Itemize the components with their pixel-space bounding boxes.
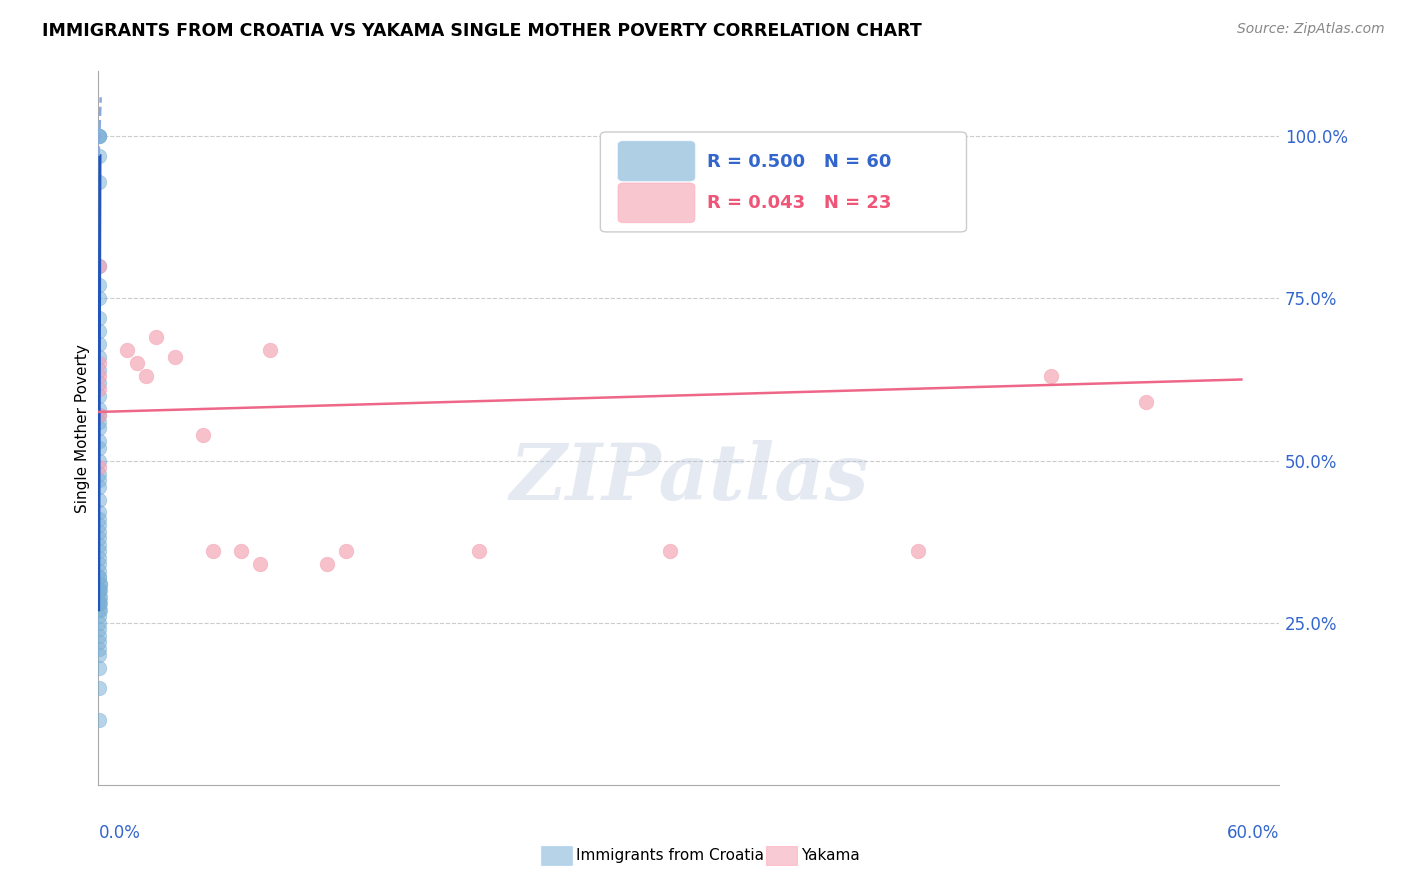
- Point: [89, 590, 111, 604]
- Text: IMMIGRANTS FROM CROATIA VS YAKAMA SINGLE MOTHER POVERTY CORRELATION CHART: IMMIGRANTS FROM CROATIA VS YAKAMA SINGLE…: [42, 22, 922, 40]
- Point: [1039, 369, 1062, 384]
- Point: [907, 544, 929, 558]
- Point: [87, 415, 110, 429]
- Point: [87, 369, 110, 384]
- Point: [89, 713, 111, 727]
- Point: [87, 479, 110, 493]
- Point: [89, 408, 111, 422]
- Point: [89, 564, 111, 578]
- Point: [87, 506, 110, 520]
- Point: [89, 278, 111, 293]
- Point: [87, 350, 110, 364]
- Point: [87, 558, 110, 572]
- Point: [89, 324, 111, 338]
- Point: [163, 350, 186, 364]
- Point: [145, 330, 167, 344]
- Point: [87, 453, 110, 467]
- Point: [89, 467, 111, 481]
- Point: [249, 558, 271, 572]
- Text: Yakama: Yakama: [801, 848, 860, 863]
- Point: [87, 292, 110, 306]
- Point: [87, 635, 110, 649]
- Point: [89, 434, 111, 449]
- Text: Immigrants from Croatia: Immigrants from Croatia: [576, 848, 765, 863]
- Point: [87, 524, 110, 539]
- Point: [89, 596, 111, 610]
- Text: R = 0.043   N = 23: R = 0.043 N = 23: [707, 194, 891, 212]
- Point: [87, 441, 110, 455]
- Point: [87, 259, 110, 273]
- Point: [87, 570, 110, 584]
- Point: [87, 681, 110, 695]
- Point: [87, 661, 110, 675]
- Point: [115, 343, 138, 358]
- Point: [87, 590, 110, 604]
- Point: [89, 492, 111, 507]
- FancyBboxPatch shape: [619, 141, 695, 181]
- Point: [658, 544, 681, 558]
- Point: [89, 622, 111, 636]
- Point: [135, 369, 157, 384]
- Point: [87, 376, 110, 390]
- Point: [87, 460, 110, 475]
- FancyBboxPatch shape: [600, 132, 966, 232]
- Point: [125, 356, 148, 370]
- Point: [87, 550, 110, 565]
- Point: [87, 310, 110, 325]
- Point: [87, 512, 110, 526]
- Point: [87, 382, 110, 396]
- Point: [89, 577, 111, 591]
- Point: [87, 532, 110, 546]
- Y-axis label: Single Mother Poverty: Single Mother Poverty: [75, 343, 90, 513]
- Point: [468, 544, 491, 558]
- Text: 60.0%: 60.0%: [1227, 824, 1279, 842]
- Point: [89, 129, 111, 144]
- Point: [259, 343, 281, 358]
- Point: [89, 583, 111, 598]
- Text: 0.0%: 0.0%: [98, 824, 141, 842]
- Point: [87, 259, 110, 273]
- Text: ZIPatlas: ZIPatlas: [509, 440, 869, 516]
- Point: [89, 577, 111, 591]
- Point: [89, 518, 111, 533]
- Point: [87, 615, 110, 630]
- Point: [1135, 395, 1157, 409]
- Point: [87, 641, 110, 656]
- Point: [87, 129, 110, 144]
- Point: [87, 149, 110, 163]
- Point: [89, 583, 111, 598]
- Point: [87, 473, 110, 487]
- Point: [89, 583, 111, 598]
- Point: [87, 129, 110, 144]
- Point: [193, 427, 215, 442]
- Point: [89, 401, 111, 416]
- Point: [87, 544, 110, 558]
- Point: [316, 558, 339, 572]
- Point: [87, 609, 110, 624]
- Point: [231, 544, 253, 558]
- Point: [87, 408, 110, 422]
- Point: [335, 544, 357, 558]
- Point: [89, 538, 111, 552]
- Point: [89, 356, 111, 370]
- Point: [87, 389, 110, 403]
- Text: Source: ZipAtlas.com: Source: ZipAtlas.com: [1237, 22, 1385, 37]
- Point: [87, 336, 110, 351]
- Point: [87, 596, 110, 610]
- Point: [87, 421, 110, 435]
- Text: R = 0.500   N = 60: R = 0.500 N = 60: [707, 153, 891, 170]
- Point: [89, 596, 111, 610]
- Point: [89, 570, 111, 584]
- Point: [89, 603, 111, 617]
- Point: [89, 363, 111, 377]
- Point: [201, 544, 224, 558]
- Point: [87, 175, 110, 189]
- Point: [89, 648, 111, 663]
- Point: [87, 629, 110, 643]
- Point: [89, 603, 111, 617]
- FancyBboxPatch shape: [619, 183, 695, 223]
